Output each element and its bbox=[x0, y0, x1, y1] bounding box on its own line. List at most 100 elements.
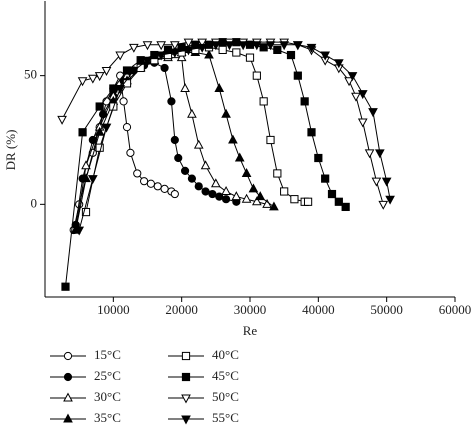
data-point bbox=[306, 43, 317, 53]
data-point bbox=[368, 108, 378, 118]
data-point bbox=[81, 207, 91, 217]
data-point bbox=[371, 177, 382, 187]
data-point bbox=[78, 128, 87, 137]
data-point bbox=[201, 187, 210, 196]
data-point bbox=[204, 49, 214, 59]
data-point bbox=[286, 50, 296, 60]
data-point bbox=[303, 197, 313, 206]
data-point bbox=[115, 85, 126, 94]
data-point bbox=[183, 46, 194, 56]
data-point bbox=[266, 135, 275, 145]
data-point bbox=[341, 202, 350, 212]
data-point bbox=[169, 41, 180, 51]
data-point bbox=[194, 182, 203, 191]
x-tick-label: 60000 bbox=[439, 302, 472, 317]
legend-marker bbox=[63, 351, 73, 361]
data-point bbox=[174, 153, 183, 163]
data-point bbox=[128, 43, 139, 53]
data-point bbox=[160, 63, 169, 73]
data-point bbox=[357, 90, 368, 100]
data-point bbox=[320, 51, 331, 61]
data-point bbox=[183, 38, 194, 48]
data-point bbox=[197, 38, 208, 48]
data-point bbox=[314, 153, 323, 163]
legend-marker bbox=[181, 372, 191, 382]
data-point bbox=[109, 84, 118, 93]
data-point bbox=[232, 48, 241, 57]
data-point bbox=[57, 115, 67, 125]
data-point bbox=[321, 174, 330, 183]
data-point bbox=[150, 50, 159, 60]
data-point bbox=[273, 169, 282, 178]
data-point bbox=[269, 201, 279, 211]
data-point bbox=[180, 166, 190, 175]
data-point bbox=[241, 168, 252, 177]
data-point bbox=[210, 178, 221, 188]
x-axis-label: Re bbox=[243, 323, 258, 338]
legend-marker bbox=[63, 392, 73, 402]
y-tick-label: 0 bbox=[31, 195, 38, 210]
data-point bbox=[94, 126, 105, 136]
data-point bbox=[221, 195, 231, 204]
data-point bbox=[122, 66, 132, 75]
data-point bbox=[87, 175, 98, 185]
data-point bbox=[74, 226, 85, 236]
data-point bbox=[115, 51, 126, 61]
data-point bbox=[307, 128, 316, 137]
data-point bbox=[94, 72, 105, 82]
data-point bbox=[280, 187, 289, 196]
data-point bbox=[252, 71, 261, 80]
data-point bbox=[170, 189, 179, 199]
data-point bbox=[101, 123, 112, 133]
data-point bbox=[221, 108, 231, 118]
legend-label: 50°C bbox=[212, 389, 239, 404]
data-point bbox=[374, 149, 385, 159]
legend-label: 25°C bbox=[94, 368, 121, 383]
data-point bbox=[200, 160, 211, 170]
legend-label: 45°C bbox=[212, 368, 239, 383]
data-point bbox=[167, 97, 176, 106]
y-tick-label: 50 bbox=[24, 67, 37, 82]
data-point bbox=[221, 186, 231, 195]
legend-marker bbox=[181, 351, 191, 361]
data-point bbox=[215, 192, 224, 201]
x-tick-label: 30000 bbox=[234, 302, 267, 317]
data-point bbox=[218, 45, 227, 55]
data-point bbox=[146, 179, 156, 188]
data-point bbox=[245, 53, 255, 62]
data-point bbox=[122, 123, 132, 132]
data-point bbox=[292, 41, 303, 51]
legend-label: 15°C bbox=[94, 347, 121, 362]
data-point bbox=[142, 56, 153, 66]
data-point bbox=[81, 173, 91, 183]
legend-marker bbox=[63, 413, 73, 423]
data-point bbox=[234, 152, 245, 162]
legend-label: 40°C bbox=[212, 347, 239, 362]
data-point bbox=[238, 41, 249, 51]
data-point bbox=[95, 102, 104, 111]
legend-label: 55°C bbox=[212, 410, 239, 425]
data-point bbox=[156, 51, 167, 61]
data-point bbox=[81, 160, 91, 170]
data-point bbox=[193, 139, 204, 149]
data-point bbox=[265, 41, 276, 51]
data-point bbox=[290, 195, 299, 204]
data-point bbox=[251, 196, 262, 206]
legend-marker bbox=[63, 372, 73, 382]
data-point bbox=[180, 83, 190, 93]
data-point bbox=[344, 77, 354, 87]
data-point bbox=[169, 48, 180, 58]
legend-marker bbox=[181, 394, 191, 404]
x-tick-label: 50000 bbox=[370, 302, 403, 317]
data-point bbox=[334, 197, 343, 206]
data-point bbox=[279, 41, 290, 51]
data-point bbox=[300, 97, 309, 106]
legend-marker bbox=[181, 415, 191, 425]
legend-label: 30°C bbox=[94, 389, 121, 404]
data-point bbox=[381, 177, 392, 187]
y-axis-label: DR (%) bbox=[3, 130, 18, 171]
data-point bbox=[210, 41, 221, 51]
data-point bbox=[176, 52, 187, 62]
data-point bbox=[293, 71, 302, 80]
